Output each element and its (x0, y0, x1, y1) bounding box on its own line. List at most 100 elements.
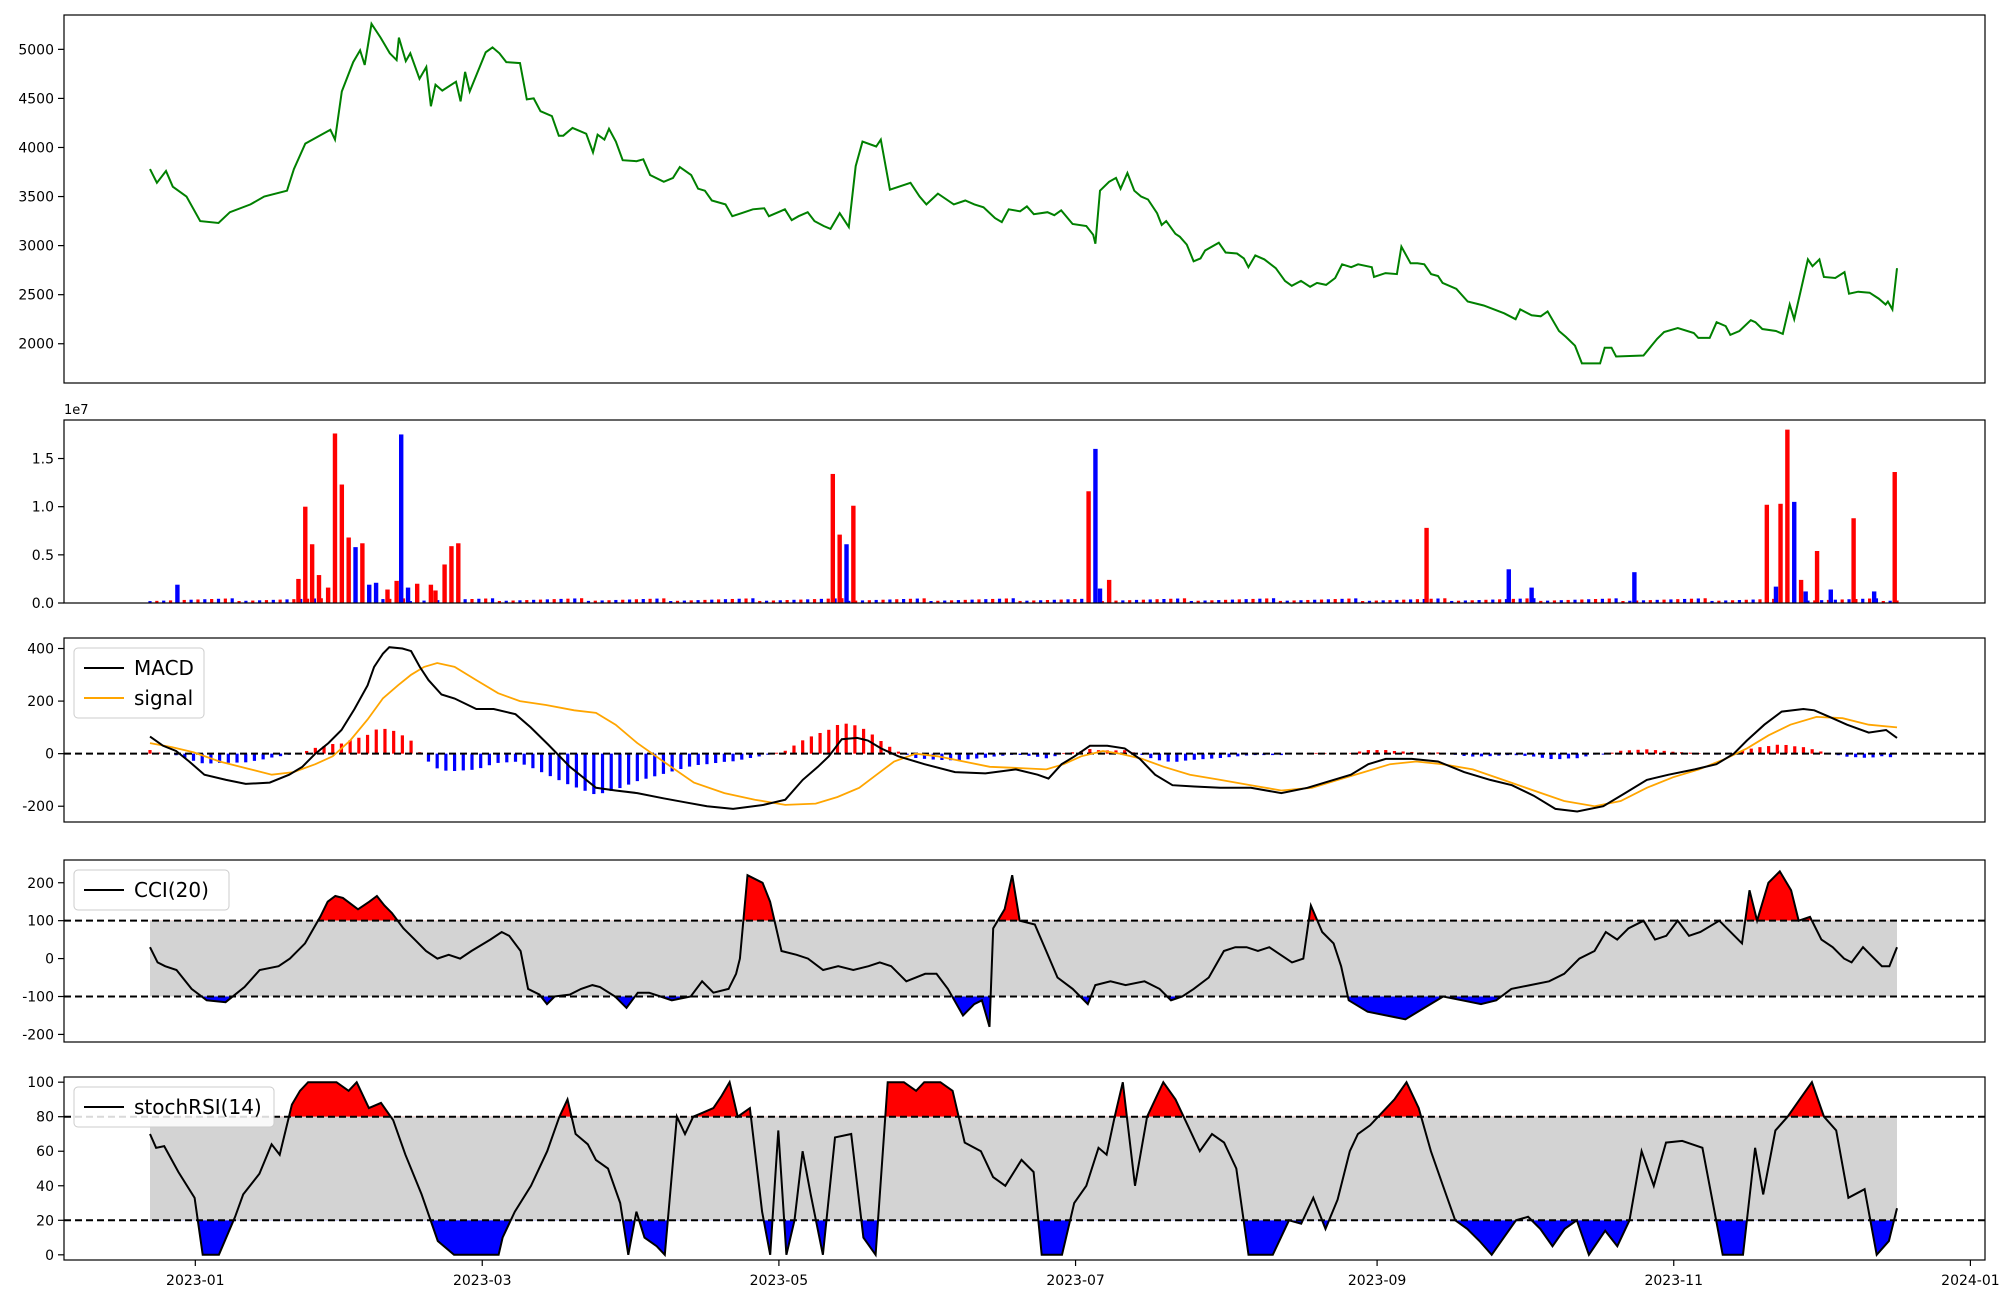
volume-bar (881, 599, 885, 603)
x-tick-label: 2023-09 (1348, 1273, 1407, 1289)
volume-bar (1895, 600, 1899, 603)
macd-histogram-bar (801, 740, 805, 754)
volume-bar (538, 599, 543, 603)
volume-bar (1361, 601, 1365, 603)
volume-bar (1182, 598, 1187, 603)
volume-bar-up (449, 546, 454, 603)
volume-bar (874, 599, 878, 603)
macd-histogram-bar (1871, 753, 1875, 758)
volume-bar (312, 598, 317, 603)
volume-bar (641, 599, 645, 603)
volume-bar (593, 600, 597, 603)
macd-histogram-bar (922, 753, 927, 759)
y-tick-label: 0 (45, 952, 54, 968)
volume-bar (943, 600, 947, 603)
volume-bar-down (399, 434, 404, 603)
volume-bar (600, 600, 604, 603)
volume-bar (1826, 599, 1831, 603)
volume-bar (1347, 598, 1351, 603)
macd-histogram-bar (1183, 753, 1188, 761)
macd-histogram-bar (1784, 744, 1788, 754)
volume-bar (1196, 600, 1200, 603)
macd-histogram-bar (1175, 753, 1179, 762)
volume-bar-up (309, 544, 315, 603)
macd-histogram-bar (531, 753, 535, 769)
volume-bar (1703, 598, 1707, 603)
x-tick-label: 2023-07 (1046, 1273, 1105, 1289)
volume-bar-up (316, 575, 322, 603)
macd-histogram-bar (1279, 753, 1283, 756)
volume-bar (1319, 599, 1324, 603)
volume-bar-up (1778, 503, 1783, 603)
volume-bar (1429, 598, 1433, 603)
volume-bar (1573, 599, 1577, 603)
macd-histogram-bar (731, 753, 735, 762)
macd-histogram-bar (313, 747, 317, 754)
macd-histogram-bar (748, 753, 753, 758)
volume-bar (299, 598, 303, 603)
macd-histogram-bar (1688, 752, 1692, 754)
volume-bar (1511, 598, 1515, 603)
macd-histogram-bar (305, 750, 309, 754)
volume-bar (771, 600, 776, 603)
volume-bar (1861, 598, 1865, 603)
macd-histogram-bar (1880, 753, 1884, 757)
volume-bar (867, 600, 871, 603)
volume-bar (1689, 598, 1694, 603)
volume-bar (1477, 600, 1481, 603)
volume-bar (1032, 600, 1036, 603)
volume-bar (463, 599, 467, 603)
macd-histogram-bar (1027, 753, 1031, 756)
signal-line (149, 662, 1898, 808)
volume-bar-down (1506, 569, 1511, 603)
volume-bar-up (296, 578, 301, 603)
volume-bar (1854, 598, 1858, 603)
volume-bar (1566, 599, 1570, 603)
macd-histogram-bar (540, 753, 544, 773)
volume-bar (545, 599, 549, 603)
y-tick-label: -200 (22, 799, 54, 815)
macd-histogram-bar (1001, 753, 1005, 756)
macd-line (149, 646, 1898, 813)
volume-bar (895, 599, 899, 603)
volume-bar (258, 600, 262, 603)
volume-bar (1737, 599, 1742, 603)
volume-bar (1518, 598, 1522, 603)
volume-bar (1285, 600, 1289, 603)
volume-bar (148, 601, 152, 603)
macd-histogram-bar (635, 753, 639, 782)
volume-bar (1587, 599, 1591, 603)
volume-bar-down (1529, 587, 1534, 603)
volume-bar (1374, 600, 1378, 603)
macd-histogram-bar (1584, 753, 1588, 757)
macd-histogram-bar (513, 753, 518, 762)
volume-bar-up (837, 534, 842, 603)
macd-histogram-bar (1479, 753, 1484, 757)
volume-bar (1100, 601, 1104, 603)
volume-bar (422, 600, 426, 603)
legend-box (73, 647, 205, 719)
legend-label: stochRSI(14) (134, 1095, 262, 1119)
macd-histogram-bar (522, 753, 526, 765)
axes-frame (63, 859, 1986, 1043)
macd-histogram-bar (1566, 753, 1571, 759)
macd-histogram-bar (461, 753, 465, 771)
macd-histogram-bar (992, 753, 996, 757)
volume-bar-up (339, 484, 345, 603)
macd-histogram-bar (505, 753, 509, 763)
macd-panel: -200 0 200 400 MACD signal (22, 637, 1986, 823)
macd-histogram-bar (1697, 753, 1701, 754)
volume-bar-up (332, 433, 338, 603)
volume-bar (1840, 599, 1844, 603)
macd-histogram-bar (861, 728, 866, 754)
macd-histogram-bar (226, 753, 230, 763)
macd-histogram-bar (1462, 753, 1466, 756)
volume-bar (991, 598, 995, 603)
macd-histogram-bar (1192, 753, 1196, 760)
volume-bar (155, 600, 159, 603)
volume-bar (1121, 600, 1125, 603)
y-tick-label: 3000 (18, 239, 54, 255)
volume-bar (1141, 599, 1145, 603)
volume-bar (1758, 599, 1762, 603)
macd-histogram-bar (409, 740, 413, 754)
